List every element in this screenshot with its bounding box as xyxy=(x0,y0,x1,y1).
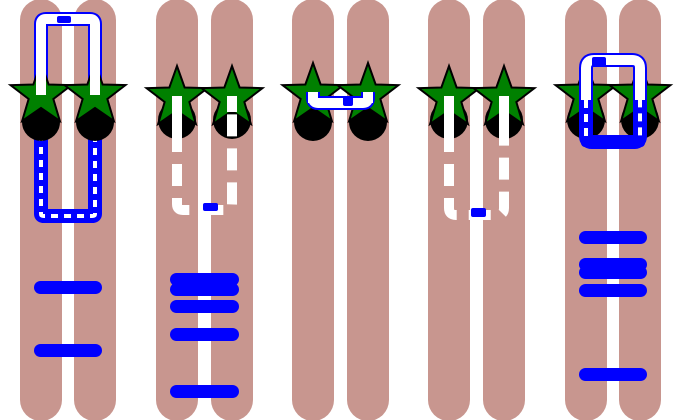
panel-5 xyxy=(552,0,674,420)
band xyxy=(592,57,606,67)
dashed-loop xyxy=(172,96,237,215)
dashed-loop xyxy=(34,12,102,223)
band xyxy=(170,273,239,286)
band xyxy=(471,208,486,217)
panel-1 xyxy=(7,0,129,420)
band xyxy=(170,385,239,398)
band xyxy=(579,231,647,244)
band xyxy=(170,300,239,313)
band xyxy=(170,283,239,296)
dashed-loop xyxy=(444,96,509,220)
loop-strand-dashed xyxy=(39,95,97,218)
band xyxy=(34,281,102,294)
band xyxy=(579,266,647,279)
band xyxy=(581,137,645,147)
band xyxy=(579,284,647,297)
band xyxy=(34,344,102,357)
panel-3 xyxy=(279,0,402,420)
band xyxy=(343,96,353,106)
panel-2 xyxy=(143,0,266,420)
band xyxy=(57,16,71,23)
panel-4 xyxy=(415,0,538,420)
loop-strand xyxy=(581,55,645,100)
band xyxy=(203,203,218,211)
band xyxy=(170,328,239,341)
band xyxy=(579,368,647,381)
